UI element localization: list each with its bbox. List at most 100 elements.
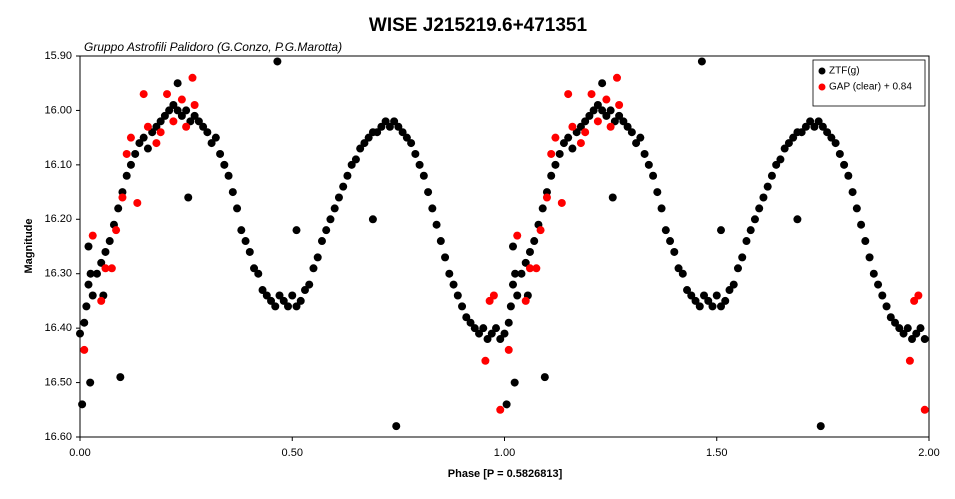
data-point bbox=[551, 133, 560, 142]
data-point bbox=[88, 291, 97, 300]
data-point bbox=[449, 280, 458, 289]
data-point bbox=[653, 188, 662, 197]
data-point bbox=[848, 188, 857, 197]
data-point bbox=[275, 291, 284, 300]
data-point bbox=[250, 264, 259, 273]
data-point bbox=[160, 111, 169, 120]
data-point bbox=[317, 237, 326, 246]
data-point bbox=[704, 296, 713, 305]
data-point bbox=[392, 422, 401, 431]
data-point bbox=[612, 73, 621, 82]
data-point bbox=[508, 280, 517, 289]
data-point bbox=[364, 133, 373, 142]
y-tick-label: 16.10 bbox=[44, 159, 72, 171]
data-point bbox=[615, 111, 624, 120]
data-point bbox=[716, 226, 725, 235]
data-point bbox=[216, 149, 225, 158]
data-point bbox=[585, 111, 594, 120]
data-point bbox=[169, 117, 178, 126]
data-point bbox=[695, 302, 704, 311]
data-point bbox=[207, 139, 216, 148]
legend-marker bbox=[818, 83, 826, 91]
data-point bbox=[228, 188, 237, 197]
data-point bbox=[521, 296, 530, 305]
data-point bbox=[334, 193, 343, 202]
data-point bbox=[292, 302, 301, 311]
data-point bbox=[865, 253, 874, 262]
data-point bbox=[649, 171, 658, 180]
data-point bbox=[666, 237, 675, 246]
data-point bbox=[733, 264, 742, 273]
data-point bbox=[126, 133, 135, 142]
data-point bbox=[814, 117, 823, 126]
x-tick-label: 2.00 bbox=[918, 447, 939, 459]
data-point bbox=[823, 128, 832, 137]
data-point bbox=[390, 117, 399, 126]
data-point bbox=[203, 128, 212, 137]
data-point bbox=[776, 155, 785, 164]
data-point bbox=[712, 291, 721, 300]
data-point bbox=[466, 318, 475, 327]
y-tick-label: 16.50 bbox=[44, 376, 72, 388]
data-point bbox=[300, 286, 309, 295]
data-point bbox=[80, 318, 89, 327]
data-point bbox=[131, 149, 140, 158]
legend-label: ZTF(g) bbox=[829, 66, 860, 77]
data-point bbox=[326, 215, 335, 224]
data-point bbox=[441, 253, 450, 262]
data-point bbox=[112, 226, 121, 235]
data-point bbox=[920, 405, 929, 414]
data-point bbox=[84, 242, 93, 251]
data-point bbox=[886, 313, 895, 322]
data-point bbox=[500, 329, 509, 338]
y-tick-label: 16.30 bbox=[44, 268, 72, 280]
data-point bbox=[262, 291, 271, 300]
data-point bbox=[844, 171, 853, 180]
data-point bbox=[587, 90, 596, 99]
data-point bbox=[632, 139, 641, 148]
legend-marker bbox=[818, 67, 826, 75]
data-point bbox=[428, 204, 437, 213]
data-point bbox=[76, 329, 84, 338]
data-point bbox=[279, 296, 288, 305]
data-point bbox=[530, 237, 539, 246]
data-point bbox=[746, 226, 755, 235]
data-point bbox=[763, 182, 772, 191]
data-point bbox=[606, 122, 615, 131]
data-point bbox=[173, 79, 182, 88]
data-point bbox=[835, 149, 844, 158]
data-point bbox=[551, 160, 560, 169]
data-point bbox=[97, 296, 106, 305]
data-point bbox=[258, 286, 267, 295]
data-point bbox=[156, 128, 165, 137]
data-point bbox=[742, 237, 751, 246]
data-point bbox=[296, 296, 305, 305]
x-axis-label: Phase [P = 0.5826813] bbox=[448, 468, 563, 480]
data-point bbox=[368, 215, 377, 224]
data-point bbox=[511, 269, 520, 278]
data-point bbox=[538, 204, 547, 213]
y-axis-label: Magnitude bbox=[23, 219, 35, 274]
data-point bbox=[254, 269, 263, 278]
data-point bbox=[182, 106, 191, 115]
data-point bbox=[163, 90, 172, 99]
data-point bbox=[691, 296, 700, 305]
data-point bbox=[356, 144, 365, 153]
data-point bbox=[780, 144, 789, 153]
data-point bbox=[373, 128, 382, 137]
chart-title: WISE J215219.6+471351 bbox=[369, 15, 588, 36]
data-point bbox=[143, 122, 152, 131]
data-point bbox=[502, 400, 511, 409]
data-point bbox=[458, 302, 467, 311]
data-point bbox=[305, 280, 314, 289]
data-point bbox=[496, 335, 505, 344]
data-point bbox=[135, 139, 144, 148]
data-point bbox=[407, 139, 416, 148]
data-point bbox=[700, 291, 709, 300]
data-point bbox=[598, 106, 607, 115]
data-point bbox=[759, 193, 768, 202]
data-point bbox=[436, 237, 445, 246]
data-point bbox=[593, 117, 602, 126]
